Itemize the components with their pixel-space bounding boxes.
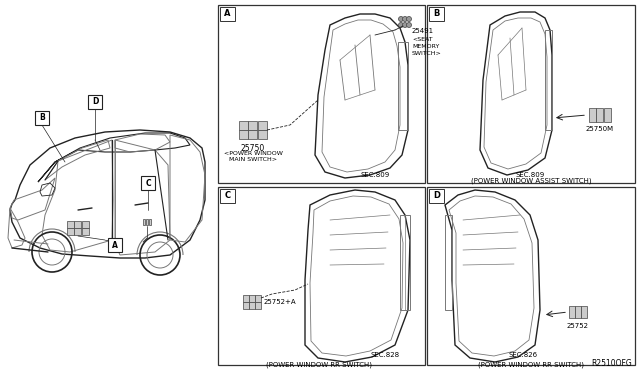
- Bar: [145, 218, 148, 225]
- Text: MAIN SWITCH>: MAIN SWITCH>: [229, 157, 277, 162]
- Text: <POWER WINDOW: <POWER WINDOW: [223, 151, 282, 156]
- Bar: [569, 305, 575, 318]
- Text: SEC.826: SEC.826: [509, 352, 538, 358]
- Circle shape: [406, 22, 412, 28]
- Bar: [67, 228, 74, 235]
- Text: (POWER WINDOW ASSIST SWITCH): (POWER WINDOW ASSIST SWITCH): [470, 178, 591, 185]
- Bar: [35, 111, 49, 125]
- Bar: [575, 305, 580, 318]
- Bar: [239, 130, 248, 138]
- Bar: [249, 295, 255, 301]
- Bar: [74, 228, 81, 235]
- Bar: [604, 108, 611, 122]
- Text: SEC.809: SEC.809: [361, 172, 390, 178]
- Bar: [74, 221, 81, 228]
- Bar: [141, 176, 155, 190]
- Bar: [82, 228, 88, 235]
- Bar: [249, 302, 255, 308]
- Text: A: A: [112, 241, 118, 250]
- Bar: [239, 121, 248, 129]
- Bar: [218, 187, 425, 365]
- Text: 25750M: 25750M: [586, 126, 614, 132]
- Bar: [88, 95, 102, 109]
- Circle shape: [403, 22, 408, 28]
- Text: (POWER WINDOW RR SWITCH): (POWER WINDOW RR SWITCH): [478, 362, 584, 369]
- Text: SWITCH>: SWITCH>: [412, 51, 442, 56]
- Bar: [258, 130, 266, 138]
- Bar: [255, 295, 260, 301]
- Text: B: B: [433, 10, 440, 19]
- Text: SEC.828: SEC.828: [371, 352, 400, 358]
- Bar: [108, 238, 122, 252]
- Text: 25750: 25750: [241, 144, 265, 153]
- Bar: [143, 218, 145, 225]
- Bar: [427, 187, 635, 365]
- Bar: [220, 189, 235, 203]
- Bar: [429, 189, 444, 203]
- Bar: [243, 302, 248, 308]
- Bar: [258, 121, 266, 129]
- Circle shape: [406, 16, 412, 22]
- Text: 25752+A: 25752+A: [264, 299, 296, 305]
- Bar: [248, 130, 257, 138]
- Bar: [589, 108, 596, 122]
- Text: D: D: [433, 192, 440, 201]
- Text: <SEAT: <SEAT: [412, 37, 433, 42]
- Bar: [148, 218, 151, 225]
- Text: R2510OFG: R2510OFG: [591, 359, 632, 368]
- Text: MEMORY: MEMORY: [412, 44, 440, 49]
- Bar: [67, 221, 74, 228]
- Circle shape: [403, 16, 408, 22]
- Bar: [220, 7, 235, 21]
- Text: 25491: 25491: [412, 28, 434, 34]
- Bar: [248, 121, 257, 129]
- Bar: [218, 5, 425, 183]
- Text: SEC.809: SEC.809: [516, 172, 545, 178]
- Text: D: D: [92, 97, 98, 106]
- Bar: [581, 305, 587, 318]
- Bar: [255, 302, 260, 308]
- Text: (POWER WINDOW RR SWITCH): (POWER WINDOW RR SWITCH): [266, 362, 372, 369]
- Text: B: B: [39, 113, 45, 122]
- Bar: [82, 221, 88, 228]
- Bar: [429, 7, 444, 21]
- Text: C: C: [145, 179, 151, 187]
- Circle shape: [399, 16, 403, 22]
- Circle shape: [399, 22, 403, 28]
- Bar: [427, 5, 635, 183]
- Text: A: A: [224, 10, 231, 19]
- Text: C: C: [225, 192, 230, 201]
- Text: 25752: 25752: [567, 323, 589, 329]
- Bar: [596, 108, 604, 122]
- Bar: [243, 295, 248, 301]
